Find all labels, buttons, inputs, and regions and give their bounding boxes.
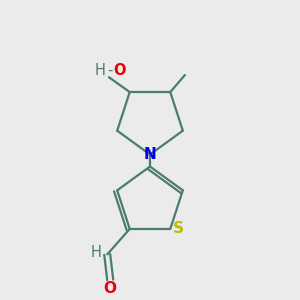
Text: S: S bbox=[173, 221, 184, 236]
Text: N: N bbox=[144, 147, 156, 162]
Text: O: O bbox=[104, 281, 117, 296]
Text: H: H bbox=[95, 63, 106, 78]
Text: O: O bbox=[113, 63, 126, 78]
Text: H: H bbox=[90, 244, 101, 260]
Text: -: - bbox=[107, 63, 112, 78]
